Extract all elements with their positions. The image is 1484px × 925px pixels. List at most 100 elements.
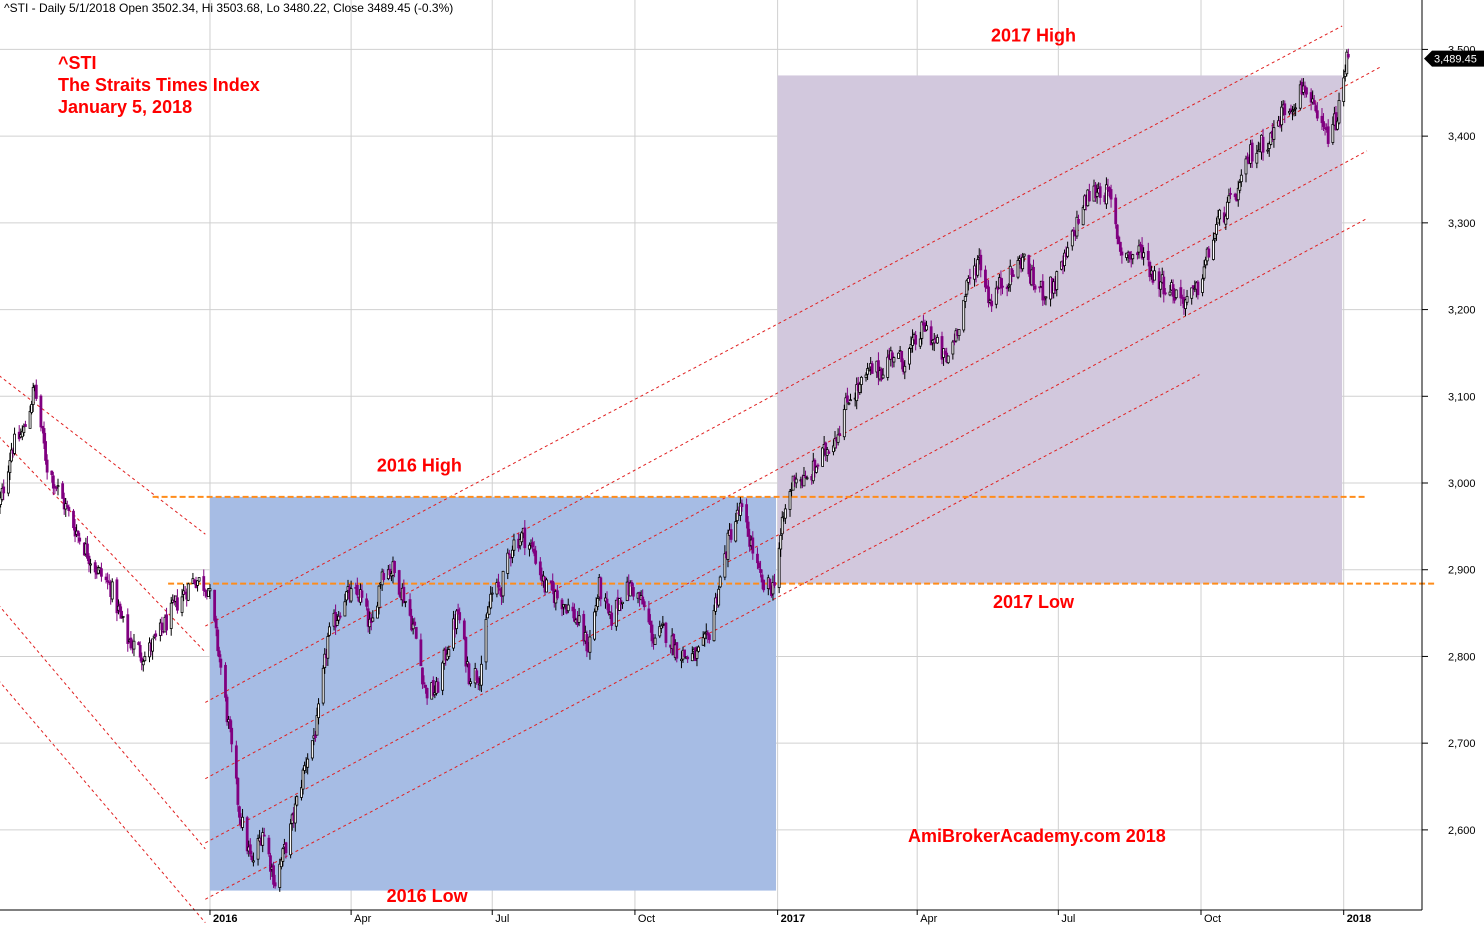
- candle-body: [13, 433, 16, 454]
- candle-body: [813, 459, 817, 471]
- candle-body: [690, 653, 694, 662]
- candle-body: [238, 806, 241, 818]
- candle-body: [53, 485, 57, 488]
- candle-body: [402, 586, 406, 603]
- candle-body: [759, 569, 762, 573]
- candle-body: [577, 615, 581, 623]
- candle-body: [846, 395, 849, 403]
- candle-body: [968, 276, 972, 279]
- candle-body: [338, 615, 342, 618]
- candle-body: [65, 505, 69, 508]
- x-tick-label: 2016: [213, 913, 237, 925]
- candle-body: [1337, 100, 1341, 124]
- chart-title-name: The Straits Times Index: [58, 75, 260, 95]
- candle-body: [1305, 87, 1308, 95]
- candle-body: [165, 614, 168, 631]
- candle-body: [925, 325, 928, 331]
- candle-body: [566, 604, 570, 612]
- candle-body: [1207, 248, 1211, 258]
- candle-body: [740, 503, 744, 508]
- candle-body: [506, 552, 510, 574]
- candle-body: [746, 521, 750, 537]
- candle-body: [467, 663, 471, 685]
- candle-body: [538, 561, 542, 576]
- x-tick-label: Apr: [920, 913, 937, 925]
- candle-body: [93, 562, 97, 573]
- candle-body: [1227, 195, 1231, 203]
- candle-body: [1345, 51, 1349, 75]
- candle-body: [838, 433, 842, 436]
- candle-body: [1218, 209, 1222, 220]
- candle-body: [1216, 216, 1220, 224]
- candle-body: [1201, 278, 1204, 293]
- candle-body: [228, 719, 232, 729]
- candle-body: [140, 657, 144, 663]
- candle-body: [1204, 259, 1208, 266]
- candle-body: [393, 561, 396, 574]
- candle-body: [323, 653, 327, 668]
- candle-body: [489, 593, 493, 609]
- candle-body: [1314, 105, 1318, 112]
- candle-body: [126, 614, 130, 644]
- candle-body: [272, 865, 275, 885]
- candle-body: [455, 610, 458, 629]
- candle-body: [42, 428, 46, 444]
- candle-body: [963, 296, 967, 302]
- candle-body: [805, 477, 809, 480]
- candle-body: [120, 610, 123, 619]
- candle-body: [115, 579, 119, 614]
- candle-body: [208, 588, 212, 592]
- candle-body: [757, 562, 761, 569]
- candle-body: [234, 745, 238, 779]
- candle-body: [431, 680, 435, 696]
- candle-body: [1323, 127, 1327, 129]
- candle-body: [976, 259, 980, 276]
- candle-body: [605, 598, 609, 604]
- candle-body: [1342, 77, 1346, 102]
- candle-body: [523, 527, 527, 549]
- candle-body: [207, 588, 210, 597]
- candle-body: [267, 837, 271, 855]
- candle-body: [1117, 236, 1121, 245]
- candle-body: [647, 608, 651, 623]
- candle-body: [1336, 120, 1339, 130]
- candle-body: [1255, 152, 1259, 164]
- candle-body: [704, 631, 708, 634]
- candle-body: [1077, 218, 1080, 224]
- candle-body: [61, 483, 65, 499]
- candle-body: [777, 547, 781, 588]
- candle-body: [469, 681, 472, 684]
- candle-body: [484, 618, 488, 663]
- candle-body: [197, 577, 201, 582]
- candle-body: [929, 326, 933, 346]
- candle-body: [1087, 190, 1091, 202]
- candle-body: [811, 460, 815, 482]
- y-tick-label: 2,800: [1448, 651, 1476, 663]
- candle-body: [1095, 191, 1099, 197]
- candle-body: [788, 491, 792, 510]
- candle-body: [1075, 216, 1079, 237]
- range-zone: [209, 496, 777, 891]
- candle-body: [0, 497, 3, 505]
- candle-body: [250, 855, 254, 860]
- candle-body: [34, 384, 38, 399]
- candle-body: [0, 488, 4, 500]
- candle-body: [236, 777, 240, 805]
- candle-body: [419, 639, 423, 667]
- candle-body: [462, 620, 466, 640]
- candle-body: [756, 553, 759, 564]
- candle-body: [512, 539, 516, 551]
- candle-body: [1162, 276, 1166, 295]
- candle-body: [343, 601, 347, 617]
- candle-body: [738, 502, 742, 516]
- candle-body: [132, 640, 136, 650]
- candle-body: [55, 486, 58, 489]
- candle-body: [293, 803, 297, 824]
- candle-body: [628, 582, 632, 597]
- candle-body: [497, 581, 500, 588]
- candle-body: [371, 617, 375, 622]
- candle-body: [935, 337, 939, 344]
- candle-body: [582, 614, 586, 642]
- candle-body: [44, 441, 47, 461]
- candle-body: [376, 605, 379, 619]
